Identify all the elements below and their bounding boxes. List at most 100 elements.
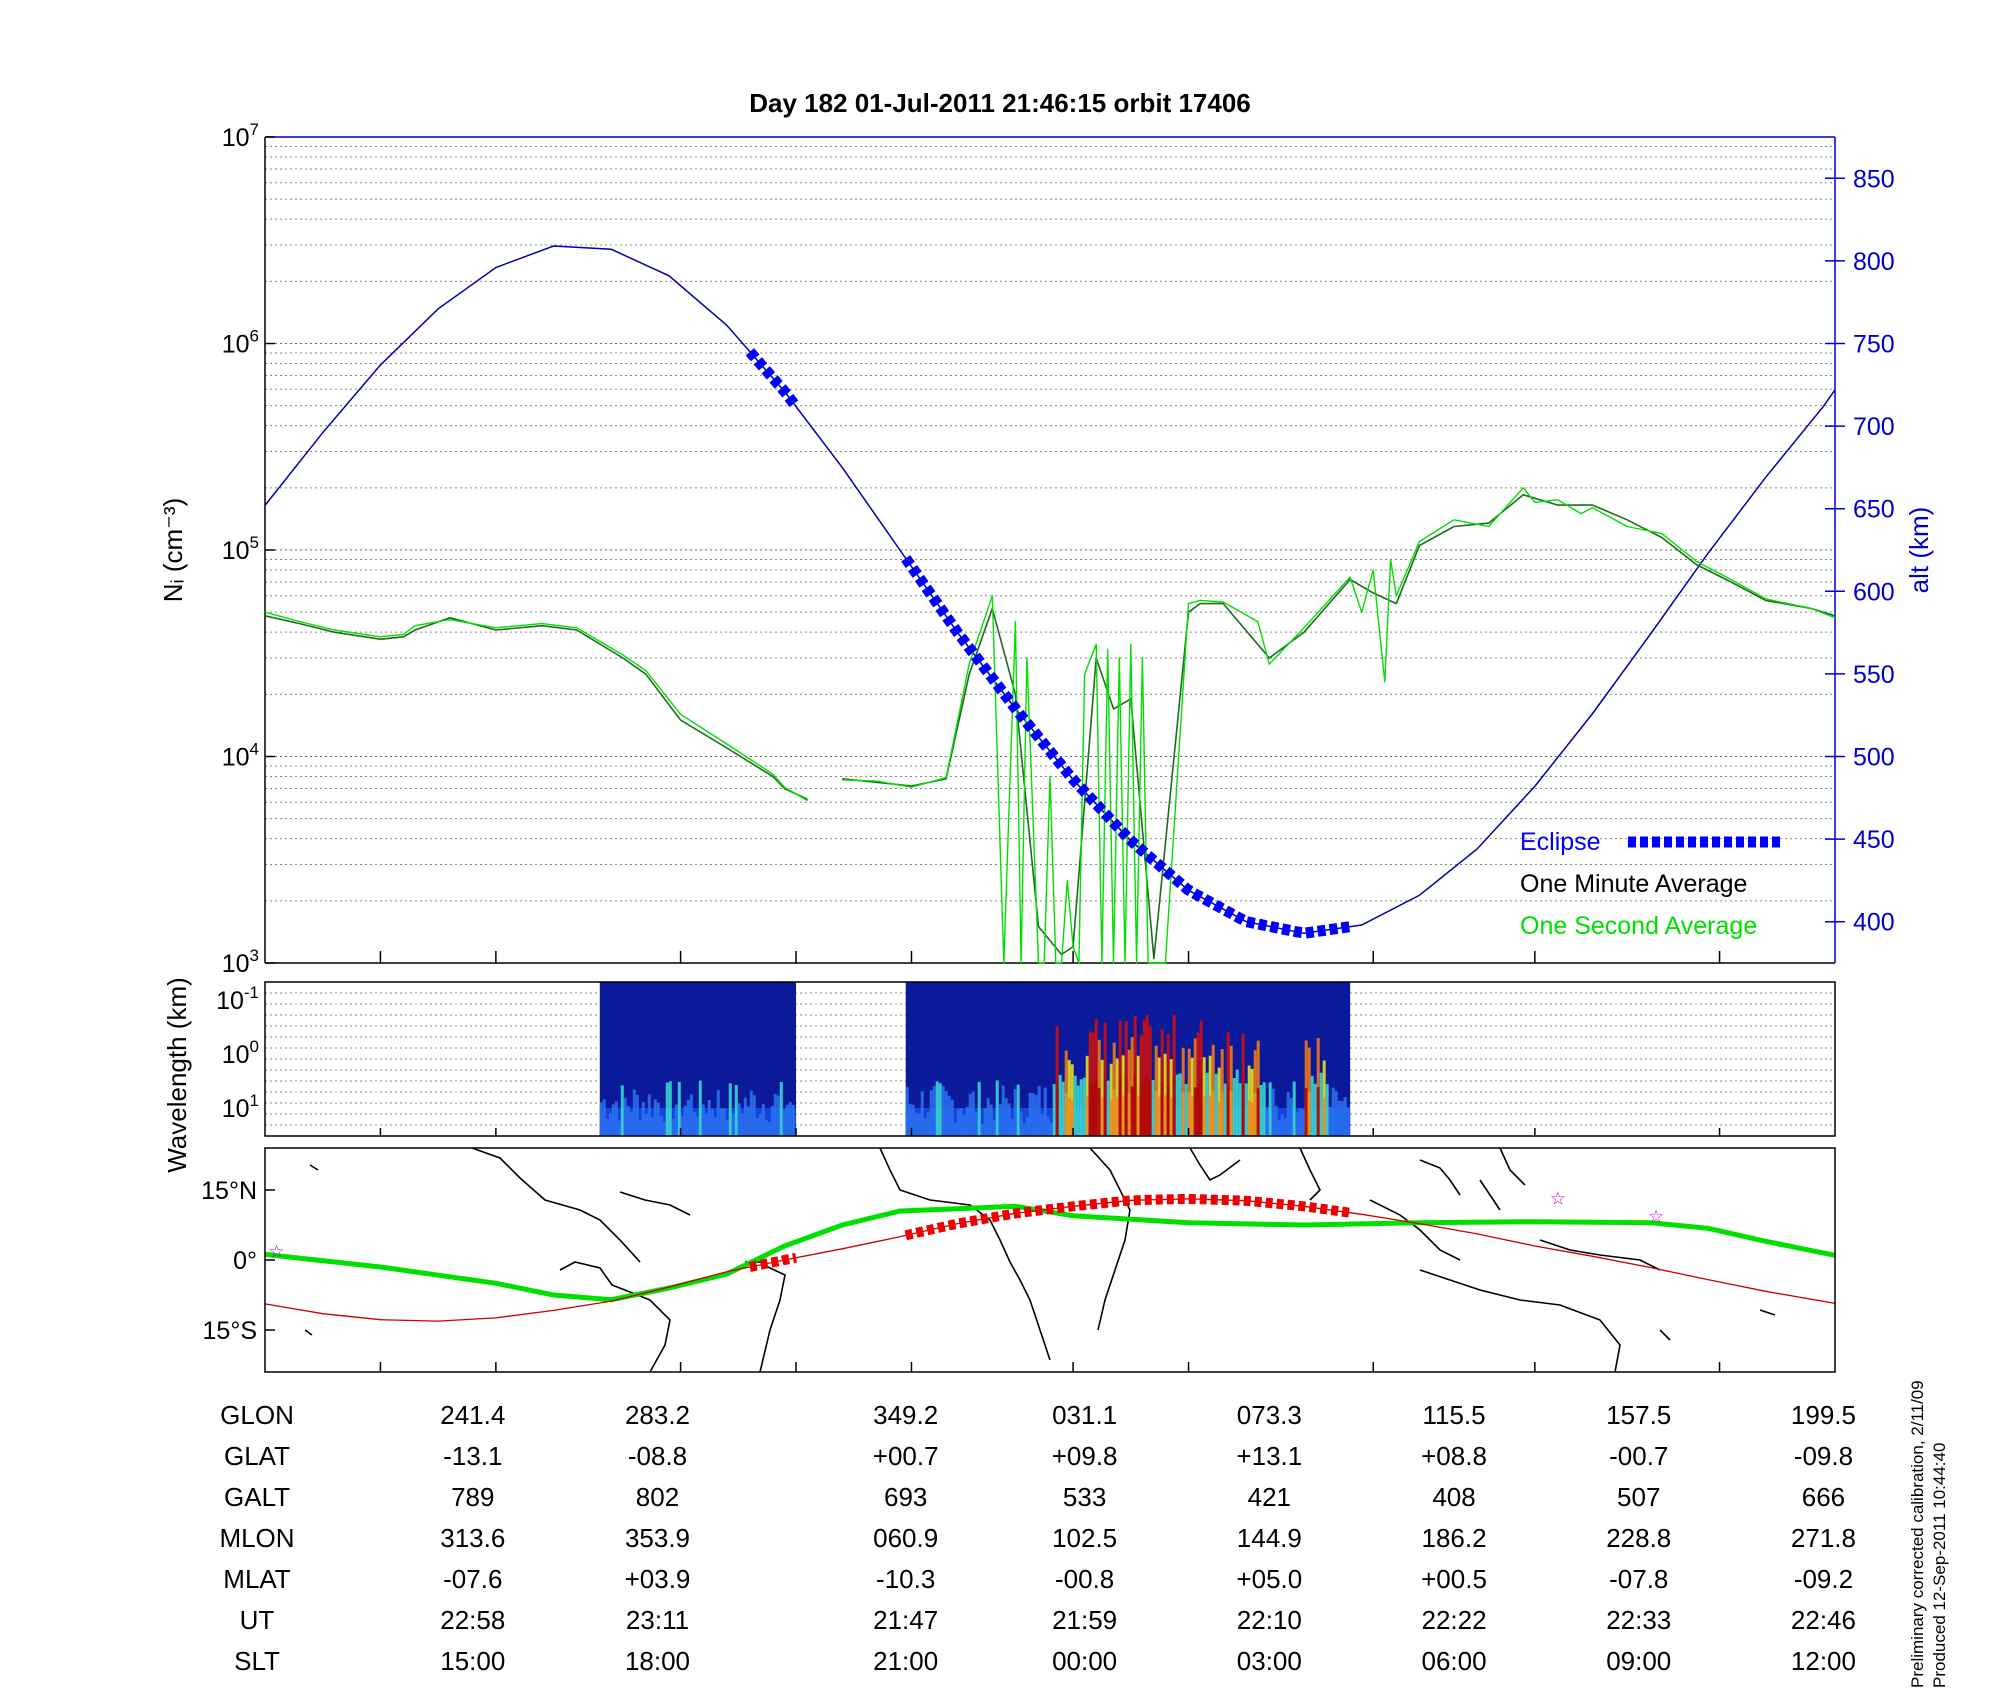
spectrogram-core bbox=[1139, 1085, 1143, 1136]
spectrogram-column bbox=[614, 1101, 618, 1136]
spectrogram-column bbox=[665, 1082, 669, 1136]
spectrogram-core bbox=[1154, 1090, 1158, 1136]
table-cell: 421 bbox=[1247, 1482, 1292, 1512]
spectrogram-column bbox=[1298, 1108, 1302, 1136]
table-cell: 144.9 bbox=[1236, 1523, 1302, 1553]
coastline bbox=[1539, 1239, 1661, 1271]
second-average-line bbox=[264, 611, 808, 802]
spectrogram-core bbox=[1133, 1076, 1137, 1136]
spectrogram-column bbox=[740, 1113, 744, 1136]
coastline bbox=[879, 1147, 1051, 1361]
spectrogram-column bbox=[980, 1123, 984, 1136]
y-tick-label-right: 750 bbox=[1853, 331, 1895, 359]
spectrogram-column bbox=[641, 1102, 645, 1136]
spectrogram-column bbox=[1331, 1087, 1335, 1136]
table-cell: 313.6 bbox=[440, 1523, 506, 1553]
spectrogram-column bbox=[785, 1104, 789, 1136]
spectrogram-core bbox=[1220, 1092, 1224, 1136]
table-cell: +03.9 bbox=[624, 1564, 691, 1594]
table-cell: 21:59 bbox=[1052, 1605, 1118, 1635]
table-cell: 186.2 bbox=[1421, 1523, 1487, 1553]
spectrogram-column bbox=[1019, 1112, 1023, 1136]
spectrogram-column bbox=[953, 1122, 957, 1136]
spectrogram-column bbox=[1151, 1080, 1155, 1136]
spectrogram-core bbox=[1322, 1098, 1326, 1136]
spectrogram-column bbox=[962, 1114, 966, 1136]
spectrogram-column bbox=[1259, 1084, 1263, 1136]
y-tick-label-right: 700 bbox=[1853, 413, 1895, 441]
coastline bbox=[1189, 1147, 1241, 1182]
table-cell: 031.1 bbox=[1052, 1400, 1118, 1430]
spectrogram-column bbox=[632, 1089, 636, 1136]
spectrogram-core bbox=[1064, 1093, 1068, 1136]
spectrogram-column bbox=[1343, 1097, 1347, 1136]
spectrogram-column bbox=[713, 1117, 717, 1136]
y-tick-label-left: 104 bbox=[222, 740, 259, 772]
table-cell: 115.5 bbox=[1422, 1400, 1486, 1430]
table-cell: -13.1 bbox=[443, 1441, 503, 1471]
spectrogram-column bbox=[959, 1108, 963, 1136]
spectrogram-column bbox=[749, 1090, 753, 1136]
spectrogram-column bbox=[995, 1080, 999, 1136]
table-cell: 21:47 bbox=[873, 1605, 939, 1635]
spectrogram-core bbox=[1103, 1079, 1107, 1136]
spectrogram-core bbox=[1199, 1078, 1203, 1136]
y-tick-label-left: 103 bbox=[222, 946, 259, 978]
spectrogram-column bbox=[746, 1106, 750, 1136]
spectrogram-column bbox=[974, 1112, 978, 1136]
spectrogram-core bbox=[1097, 1087, 1101, 1136]
spectrogram-column bbox=[1175, 1074, 1179, 1136]
spectrogram-core bbox=[1124, 1078, 1128, 1136]
footer-calibration: Preliminary corrected calibration, 2/11/… bbox=[1908, 1380, 1927, 1688]
table-cell: 23:11 bbox=[625, 1605, 690, 1635]
station-star-icon: ☆ bbox=[1648, 1206, 1664, 1227]
spectrogram-column bbox=[719, 1108, 723, 1136]
table-cell: +08.8 bbox=[1421, 1441, 1487, 1471]
spectrogram-column bbox=[1043, 1087, 1047, 1136]
spectrogram-core bbox=[1055, 1081, 1059, 1136]
table-cell: 00:00 bbox=[1052, 1646, 1118, 1676]
spectrogram-column bbox=[1271, 1088, 1275, 1136]
spectrogram-column bbox=[725, 1120, 729, 1136]
table-cell: 693 bbox=[883, 1482, 928, 1512]
y-tick-label-left: 107 bbox=[222, 120, 259, 152]
station-star-icon: ☆ bbox=[268, 1242, 284, 1263]
spectrogram-column bbox=[764, 1120, 768, 1136]
spectrogram-column bbox=[1082, 1077, 1086, 1136]
spectrogram-column bbox=[905, 1087, 909, 1136]
table-cell: -07.6 bbox=[443, 1564, 503, 1594]
table-cell: 228.8 bbox=[1606, 1523, 1672, 1553]
spectrogram-column bbox=[674, 1104, 678, 1136]
spectrogram-core bbox=[1316, 1087, 1320, 1136]
table-cell: -09.2 bbox=[1793, 1564, 1854, 1594]
table-cell: 15:00 bbox=[440, 1646, 506, 1676]
spectrogram-core bbox=[1094, 1077, 1098, 1136]
spectrogram-column bbox=[767, 1121, 771, 1136]
y-axis-label-right: alt (km) bbox=[1904, 507, 1934, 594]
orbit-track-line bbox=[264, 1198, 1836, 1322]
spectrogram-column bbox=[1184, 1083, 1188, 1136]
spectrogram-column bbox=[683, 1105, 687, 1136]
spectrogram-column bbox=[680, 1115, 684, 1136]
lat-tick-label: 15°N bbox=[201, 1177, 257, 1205]
table-cell: 789 bbox=[451, 1482, 495, 1512]
spectrogram-column bbox=[1010, 1118, 1014, 1136]
spectrogram-column bbox=[923, 1118, 927, 1136]
table-cell: 507 bbox=[1617, 1482, 1661, 1512]
spectrogram-column bbox=[947, 1095, 951, 1136]
table-cell: 03:00 bbox=[1236, 1646, 1302, 1676]
spectrum-panel: 10-1 100 101 Wavelength (km) bbox=[162, 977, 1836, 1173]
spectrogram-column bbox=[1028, 1092, 1032, 1136]
spectrogram-column bbox=[911, 1104, 915, 1136]
station-star-icon: ☆ bbox=[1550, 1189, 1566, 1210]
spectrogram-column bbox=[779, 1081, 783, 1136]
y-tick-label-left: 105 bbox=[222, 533, 259, 565]
coastline bbox=[619, 1191, 691, 1216]
spectrogram-column bbox=[1238, 1083, 1242, 1136]
spectrogram-column bbox=[968, 1093, 972, 1136]
spectrogram-column bbox=[1244, 1083, 1248, 1136]
spectrogram-column bbox=[908, 1104, 912, 1136]
y-axis-label-left: Nᵢ (cm⁻³) bbox=[158, 498, 188, 602]
spectrogram-core bbox=[1136, 1095, 1140, 1136]
